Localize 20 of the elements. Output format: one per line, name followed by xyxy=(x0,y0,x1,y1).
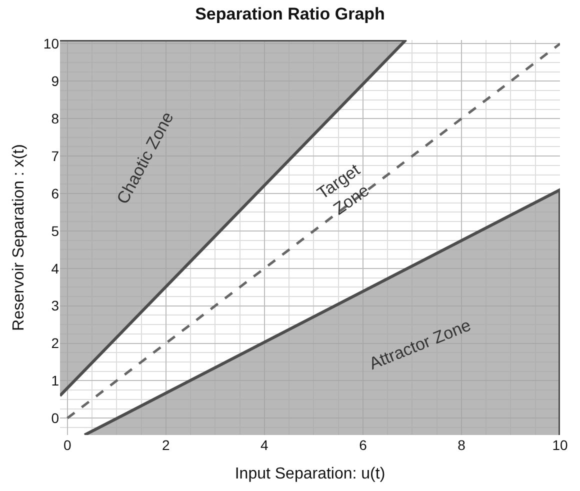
x-tick-label: 0 xyxy=(63,437,72,453)
x-tick-label: 8 xyxy=(458,437,466,453)
y-tick-label: 2 xyxy=(51,335,60,352)
x-tick-label: 10 xyxy=(552,437,568,453)
x-axis-title: Input Separation: u(t) xyxy=(234,466,386,483)
y-tick-label: 1 xyxy=(51,372,60,389)
y-tick-label: 4 xyxy=(51,260,60,276)
x-tick-label: 4 xyxy=(260,437,269,453)
y-tick-label: 7 xyxy=(51,148,60,164)
chart-title: Separation Ratio Graph xyxy=(195,4,385,24)
y-tick-label: 6 xyxy=(51,185,60,202)
y-tick-label: 0 xyxy=(51,410,60,426)
y-tick-label: 10 xyxy=(43,36,60,52)
y-tick-label: 8 xyxy=(51,110,60,127)
y-tick-label: 9 xyxy=(51,73,60,90)
y-axis-title: Reservoir Separation : x(t) xyxy=(10,144,28,331)
y-tick-label: 3 xyxy=(51,298,60,314)
x-tick-label: 2 xyxy=(162,437,170,453)
x-tick-label: 6 xyxy=(359,437,368,453)
y-tick-label: 5 xyxy=(51,222,60,239)
